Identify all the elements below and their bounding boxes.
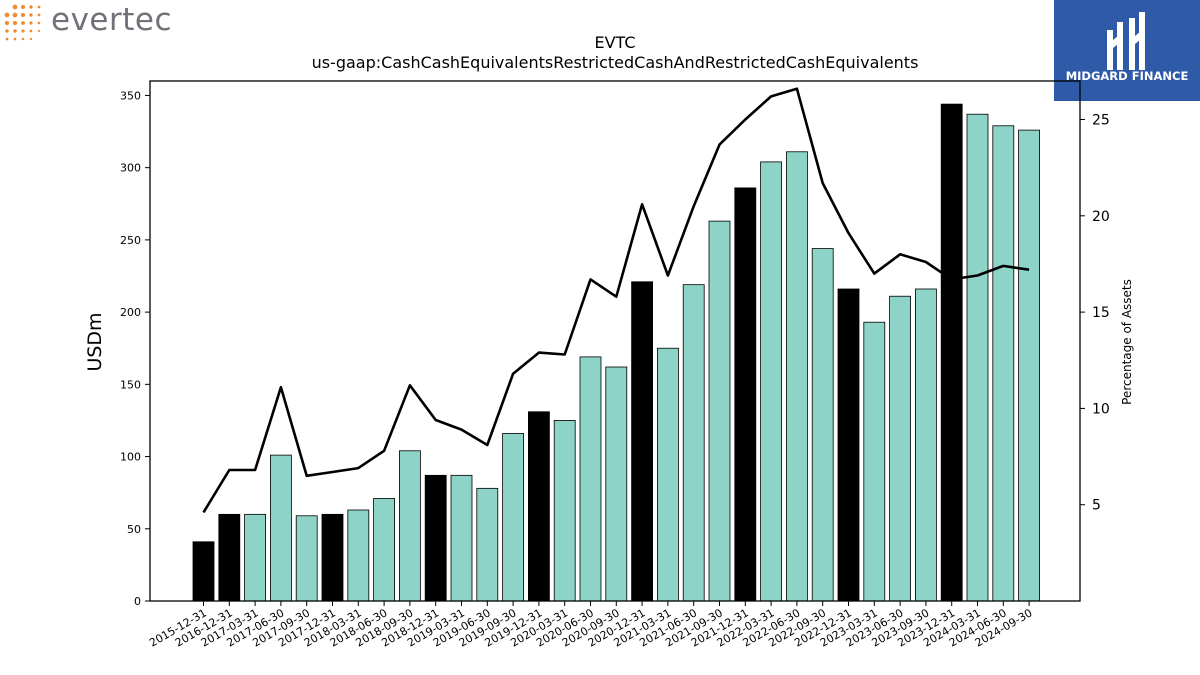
bars-layer [192, 103, 1040, 602]
bar-2019-06-30 [476, 487, 499, 602]
y-tick-label: 150 [120, 378, 141, 391]
y-right-tick-label: 25 [1092, 113, 1110, 129]
y-tick-label: 200 [120, 306, 141, 319]
bar-2017-09-30 [295, 515, 318, 602]
evertec-dot [5, 29, 9, 33]
evertec-dot [12, 12, 18, 18]
chart-title-line2: us-gaap:CashCashEquivalentsRestrictedCas… [312, 53, 919, 72]
evertec-dot [13, 37, 17, 41]
chart-title-line1: EVTC [594, 33, 635, 52]
bar-2018-03-31 [347, 509, 370, 602]
pct-assets-line [202, 87, 1030, 514]
bar-2017-12-31 [321, 513, 344, 602]
midgard-monogram-icon [1107, 12, 1145, 70]
bar-2023-03-31 [863, 321, 886, 602]
evertec-dot [4, 20, 10, 26]
bar-2021-12-31 [734, 187, 757, 602]
bar-2022-03-31 [760, 161, 782, 602]
evertec-dots-icon [4, 4, 41, 41]
y-right-tick-label: 15 [1092, 305, 1110, 321]
y-tick-label: 300 [120, 162, 141, 175]
evertec-dot [21, 29, 25, 33]
bar-2018-12-31 [424, 474, 447, 602]
bar-2024-03-31 [966, 113, 989, 602]
evertec-wordmark: evertec [51, 2, 173, 38]
evertec-dot [21, 21, 25, 25]
evertec-dot [29, 21, 33, 25]
evertec-dot [4, 12, 10, 18]
y-tick-label: 0 [134, 595, 141, 608]
bar-2022-06-30 [786, 151, 808, 602]
evertec-dot [12, 20, 18, 26]
midgard-finance-name: MIDGARD FINANCE [1065, 69, 1189, 83]
bar-2019-12-31 [528, 411, 550, 602]
y-right-tick-label: 5 [1092, 498, 1101, 514]
bar-2023-09-30 [915, 288, 937, 602]
evertec-dot [20, 12, 26, 18]
y-tick-label: 350 [120, 89, 141, 102]
evertec-dot [20, 4, 26, 10]
evertec-dot [13, 29, 17, 33]
bar-2020-03-31 [553, 420, 576, 602]
y-axis-label: USDm [84, 312, 106, 371]
evertec-dot [5, 37, 9, 41]
y-tick-label: 250 [120, 234, 141, 247]
bar-2017-06-30 [269, 454, 292, 602]
y-right-tick-label: 20 [1092, 209, 1110, 225]
evertec-dot [37, 5, 41, 9]
bar-2020-12-31 [631, 281, 653, 602]
bar-2020-09-30 [605, 366, 628, 602]
bar-2017-03-31 [244, 513, 267, 602]
y-tick-label: 50 [127, 523, 141, 536]
bar-2022-09-30 [811, 248, 834, 602]
bar-2018-09-30 [398, 450, 421, 602]
y-axis-right-label: Percentage of Assets [1120, 279, 1134, 405]
bar-2018-06-30 [373, 498, 396, 602]
evertec-dot [29, 13, 33, 17]
bar-2015-12-31 [192, 541, 215, 602]
evertec-dot [29, 37, 33, 41]
bar-2023-12-31 [940, 103, 963, 602]
bar-2019-03-31 [450, 474, 473, 602]
plot-frame [149, 80, 1081, 602]
evertec-logo: evertec [0, 0, 200, 48]
bar-2023-06-30 [889, 295, 911, 602]
bar-2021-03-31 [657, 347, 679, 602]
midgard-finance-logo: MIDGARD FINANCE [1054, 0, 1200, 101]
evertec-dot [21, 37, 25, 41]
bar-2024-09-30 [1018, 129, 1040, 602]
evertec-dot [29, 29, 33, 33]
bar-2022-12-31 [837, 288, 860, 602]
evertec-dot [37, 29, 41, 33]
evertec-dot [37, 13, 41, 17]
bar-2016-12-31 [218, 513, 241, 602]
bar-2021-09-30 [708, 220, 731, 602]
y-tick-label: 100 [120, 451, 141, 464]
bar-2020-06-30 [579, 356, 602, 602]
y-right-tick-label: 10 [1092, 401, 1110, 417]
bar-2021-06-30 [682, 284, 705, 602]
evertec-dot [12, 4, 18, 10]
bar-2024-06-30 [992, 125, 1015, 602]
bar-2019-09-30 [502, 433, 525, 602]
evertec-dot [37, 21, 41, 25]
evertec-dot [29, 5, 33, 9]
